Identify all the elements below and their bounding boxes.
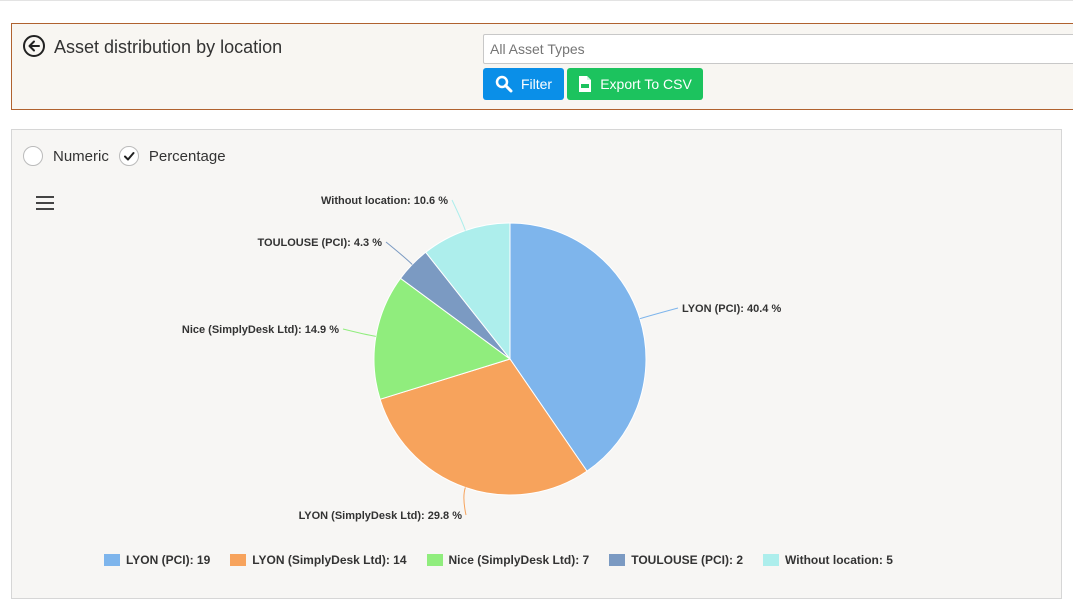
filter-label: Filter — [520, 76, 553, 92]
arrow-left-circle-icon[interactable] — [23, 35, 45, 57]
legend-item-2[interactable]: Nice (SimplyDesk Ltd): 7 — [426, 553, 590, 567]
pie-slice-1[interactable] — [379, 358, 588, 496]
pie-connector-4 — [451, 199, 466, 231]
pie-data-label-1: LYON (SimplyDesk Ltd): 29.8 % — [299, 510, 463, 522]
legend-swatch-2 — [426, 554, 443, 566]
search-icon — [495, 75, 513, 93]
legend-item-0[interactable]: LYON (PCI): 19 — [104, 553, 210, 567]
legend-label-0: LYON (PCI): 19 — [126, 553, 211, 567]
asset-type-select[interactable] — [483, 34, 1073, 64]
legend-swatch-1 — [230, 554, 247, 566]
export-csv-button[interactable]: Export To CSV — [567, 68, 703, 100]
export-label: Export To CSV — [600, 76, 692, 92]
pie-connector-3 — [385, 241, 413, 265]
chart-menu-icon[interactable] — [36, 196, 54, 210]
legend-label-1: LYON (SimplyDesk Ltd): 14 — [252, 553, 407, 567]
chart-panel: Numeric Percentage LYON (PCI): 40.4 % LYO… — [11, 129, 1062, 599]
pie-data-label-4: Without location: 10.6 % — [321, 195, 448, 207]
pie-chart: LYON (PCI): 40.4 % LYON (SimplyDesk Ltd):… — [182, 195, 782, 522]
legend-label-2: Nice (SimplyDesk Ltd): 7 — [448, 553, 590, 567]
legend-swatch-3 — [609, 554, 626, 566]
legend-item-4[interactable]: Without location: 5 — [763, 553, 893, 567]
legend-item-3[interactable]: TOULOUSE (PCI): 2 — [609, 553, 743, 567]
chart-legend: LYON (PCI): 19 LYON (SimplyDesk Ltd): 14 N… — [104, 553, 913, 567]
top-border — [0, 0, 1073, 3]
pie-data-label-3: TOULOUSE (PCI): 4.3 % — [258, 237, 383, 249]
legend-item-1[interactable]: LYON (SimplyDesk Ltd): 14 — [230, 553, 407, 567]
check-icon — [123, 152, 135, 161]
numeric-label[interactable]: Numeric — [53, 147, 109, 165]
pie-connector-2 — [342, 328, 376, 337]
percentage-label[interactable]: Percentage — [148, 147, 226, 165]
legend-label-4: Without location: 5 — [785, 553, 893, 567]
legend-label-3: TOULOUSE (PCI): 2 — [631, 553, 744, 567]
legend-swatch-0 — [104, 554, 120, 566]
pie-data-label-0: LYON (PCI): 40.4 % — [682, 303, 781, 315]
page-title: Asset distribution by location — [54, 37, 283, 57]
numeric-radio[interactable] — [23, 146, 43, 166]
csv-file-icon — [579, 76, 592, 92]
display-mode-toggle: Numeric Percentage — [23, 146, 236, 166]
legend-swatch-4 — [763, 554, 780, 566]
percentage-radio[interactable] — [118, 146, 139, 166]
pie-connector-0 — [639, 307, 679, 320]
filter-button[interactable]: Filter — [483, 68, 564, 100]
pie-connector-1 — [463, 487, 467, 516]
pie-data-label-2: Nice (SimplyDesk Ltd): 14.9 % — [182, 324, 339, 336]
header-panel: Asset distribution by location Filter Ex… — [11, 23, 1073, 110]
